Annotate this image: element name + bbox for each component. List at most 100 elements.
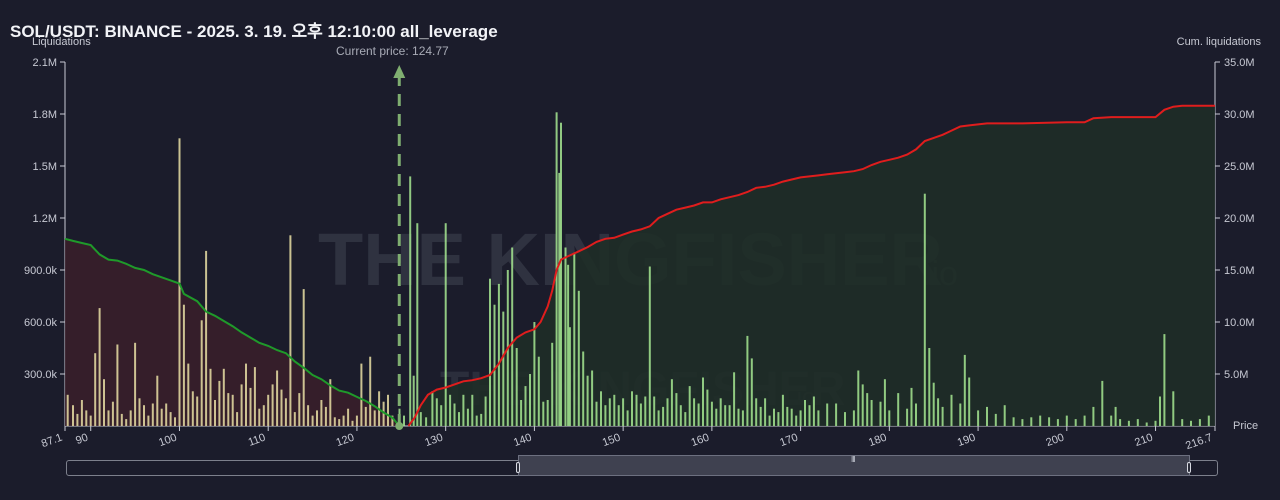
liquidation-bar <box>1159 396 1161 426</box>
liquidation-bar <box>342 415 345 426</box>
liquidation-bar <box>684 412 687 426</box>
liquidation-bar <box>338 419 341 426</box>
liquidation-bar <box>537 356 540 426</box>
y2-tick-label: 25.0M <box>1224 161 1255 173</box>
liquidation-bar <box>994 413 997 426</box>
liquidation-bar <box>786 406 789 426</box>
liquidation-bar <box>750 358 753 426</box>
liquidation-bar <box>968 377 971 426</box>
liquidation-bar <box>214 400 216 426</box>
liquidation-bar <box>240 384 243 426</box>
range-start-handle[interactable] <box>516 462 520 473</box>
liquidation-bar <box>324 406 327 426</box>
liquidation-bar <box>799 410 802 426</box>
liquidation-bar <box>351 420 354 426</box>
y-tick-label: 900.0k <box>24 265 58 277</box>
y-tick-label: 300.0k <box>24 369 58 381</box>
liquidation-bar <box>107 410 110 426</box>
liquidation-bar <box>1198 419 1201 426</box>
liquidation-bar <box>577 290 580 426</box>
liquidation-bar <box>653 396 656 426</box>
liquidation-bar <box>639 403 642 426</box>
liquidation-bar <box>480 413 483 426</box>
x-tick-label: 190 <box>956 432 977 450</box>
liquidation-bar <box>879 401 882 426</box>
liquidation-bar <box>657 410 660 426</box>
liquidation-bar <box>670 379 673 426</box>
liquidation-bar <box>435 398 438 426</box>
liquidation-bar <box>160 408 163 426</box>
liquidation-bar <box>626 410 629 426</box>
liquidation-bar <box>511 247 514 426</box>
liquidation-bar <box>1172 391 1175 426</box>
liquidation-bar <box>764 398 767 426</box>
x-tick-label: 140 <box>512 432 533 450</box>
liquidation-bar <box>1083 415 1086 426</box>
liquidation-bar <box>138 398 141 426</box>
liquidation-bar <box>284 398 287 426</box>
y-tick-label: 1.5M <box>33 161 57 173</box>
liquidation-bar <box>781 394 784 426</box>
liquidation-bar <box>733 372 736 426</box>
liquidation-bar <box>520 400 523 426</box>
liquidation-bar <box>466 408 469 426</box>
liquidation-bar <box>1048 417 1051 426</box>
liquidation-bar <box>551 342 554 426</box>
liquidation-bar <box>950 394 953 426</box>
liquidation-bar <box>147 415 150 426</box>
liquidation-bar <box>567 264 570 426</box>
liquidation-bar <box>795 415 798 426</box>
liquidation-bar <box>1114 406 1117 426</box>
liquidation-bar <box>812 396 815 426</box>
x-tick-label: 180 <box>867 432 888 450</box>
liquidation-bar <box>542 401 545 426</box>
y-tick-label: 1.2M <box>33 213 57 225</box>
liquidation-bar <box>515 348 518 426</box>
x-tick-label: 100 <box>157 432 178 450</box>
x-tick-label: 130 <box>423 432 444 450</box>
liquidation-bar <box>80 400 83 426</box>
liquidation-bar <box>923 193 926 426</box>
liquidation-bar <box>116 344 119 426</box>
liquidation-bar <box>169 412 172 426</box>
liquidation-bar <box>253 367 256 426</box>
liquidation-bar <box>174 417 176 426</box>
liquidation-bar <box>484 396 487 426</box>
y-tick-label: 2.1M <box>33 57 57 69</box>
current-price-label: Current price: 124.77 <box>336 44 449 58</box>
liquidation-bar <box>582 351 585 426</box>
liquidation-bar <box>1039 415 1042 426</box>
liquidation-bar <box>861 384 864 426</box>
liquidation-bar <box>373 410 376 426</box>
range-end-handle[interactable] <box>1187 462 1191 473</box>
liquidation-bar <box>258 408 261 426</box>
liquidation-bar <box>715 408 718 426</box>
liquidation-bar <box>271 384 274 426</box>
liquidation-bar <box>412 375 415 426</box>
short-cum-area <box>408 105 1215 426</box>
liquidation-bar <box>218 380 221 426</box>
x-tick-label: 110 <box>247 432 268 449</box>
x-tick-label: 150 <box>601 432 622 450</box>
liquidation-bar <box>360 363 363 426</box>
liquidation-bar <box>1065 415 1068 426</box>
liquidation-bar <box>409 176 412 426</box>
liquidation-bar <box>205 250 208 426</box>
liquidation-bar <box>1074 419 1077 426</box>
liquidation-bar <box>85 410 88 426</box>
liquidation-bar <box>156 375 159 426</box>
liquidation-bar <box>724 405 727 426</box>
x-tick-label: 120 <box>335 432 356 450</box>
liquidation-bar <box>471 394 474 426</box>
liquidation-bar <box>440 405 443 426</box>
liquidation-bar <box>125 419 128 426</box>
x-tick-label: 216.7 <box>1184 432 1214 453</box>
liquidation-bar <box>844 412 846 426</box>
liquidation-bar <box>1190 420 1192 426</box>
liquidation-bar <box>710 401 713 426</box>
liquidation-bar <box>591 370 594 426</box>
liquidation-bar <box>524 386 527 426</box>
liquidation-bar <box>883 379 886 426</box>
liquidation-bar <box>693 398 696 426</box>
